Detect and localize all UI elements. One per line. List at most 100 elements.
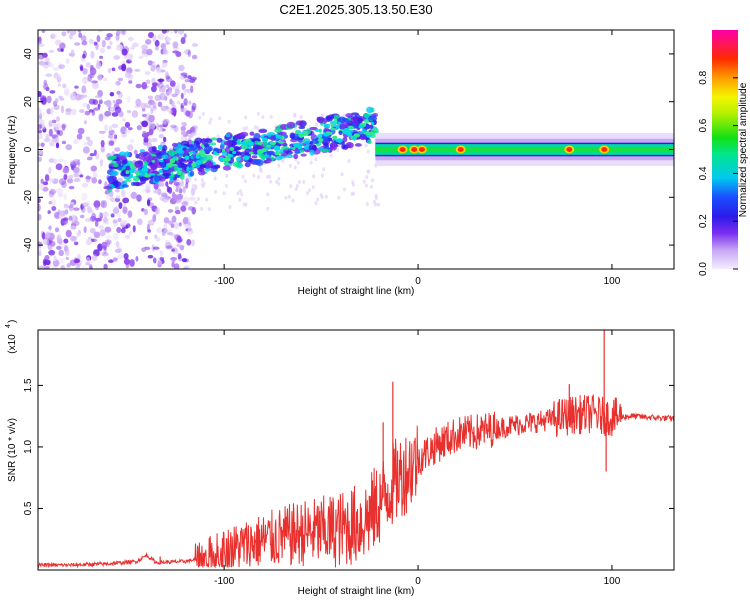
noise-speckle [198,115,202,120]
trace-blob [158,169,163,174]
noise-speckle [347,158,351,163]
noise-speckle [362,179,366,184]
noise-speckle [82,68,88,75]
noise-speckle [261,115,265,120]
noise-speckle [182,196,190,205]
noise-speckle [87,207,93,214]
noise-speckle [97,243,103,252]
noise-speckle [145,79,151,84]
noise-speckle [191,102,197,111]
noise-speckle [351,182,355,187]
noise-speckle [80,205,86,214]
noise-speckle [76,133,83,140]
noise-speckle [200,177,204,182]
noise-speckle [81,40,88,46]
noise-speckle [136,194,142,202]
noise-speckle [121,219,128,225]
noise-speckle [158,128,163,133]
noise-speckle [47,61,52,68]
noise-speckle [266,206,270,211]
trace-blob [119,155,127,161]
noise-speckle [180,205,187,212]
noise-speckle [152,246,160,250]
noise-speckle [364,183,368,188]
noise-speckle [95,206,99,211]
noise-speckle [173,263,180,269]
noise-speckle [320,113,324,118]
trace-blob [330,142,337,147]
noise-speckle [52,67,59,72]
noise-speckle [100,145,105,153]
noise-speckle [123,258,131,265]
noise-speckle [207,207,211,212]
noise-speckle [163,223,168,231]
trace-blob [193,140,200,146]
noise-speckle [68,215,73,221]
noise-speckle [135,83,142,89]
noise-speckle [190,188,196,196]
noise-speckle [164,96,168,101]
trace-blob [369,116,378,121]
noise-speckle [243,179,247,184]
noise-speckle [174,206,179,211]
trace-blob [369,124,374,129]
trace-blob [176,170,182,176]
noise-speckle [128,53,132,62]
noise-speckle [99,212,103,217]
snr-x-tick-label: 0 [415,576,421,587]
noise-speckle [122,197,130,204]
noise-speckle [225,173,229,178]
trace-blob [260,155,266,160]
trace-blob [125,170,130,175]
trace-blob [329,127,337,131]
trace-blob [138,156,147,160]
noise-speckle [194,200,198,205]
noise-speckle [54,227,60,233]
noise-speckle [208,120,212,125]
noise-speckle [113,134,118,140]
trace-blob [133,181,141,187]
noise-speckle [127,36,134,42]
colorbar-label: Normalized spectral amplitude [738,82,749,217]
noise-speckle [166,245,173,249]
noise-speckle [38,124,42,131]
noise-speckle [305,191,309,196]
trace-blob [168,168,175,172]
trace-blob [169,158,176,164]
noise-speckle [374,193,378,198]
band-peak [601,146,608,153]
trace-blob [203,146,212,153]
noise-speckle [61,31,67,37]
noise-speckle [50,34,55,40]
noise-speckle [69,159,75,165]
noise-speckle [73,177,81,183]
noise-speckle [185,176,192,184]
noise-speckle [38,156,43,162]
noise-speckle [45,231,51,239]
noise-speckle [39,95,47,102]
noise-speckle [72,166,80,174]
trace-blob [223,140,233,146]
noise-speckle [183,98,188,106]
noise-speckle [156,227,163,234]
trace-blob [342,129,348,135]
trace-blob [368,131,376,136]
noise-speckle [147,60,153,66]
noise-speckle [51,198,57,206]
noise-speckle [252,173,256,178]
noise-speckle [115,33,120,41]
noise-speckle [40,96,47,105]
trace-blob [160,160,166,167]
noise-speckle [141,208,145,212]
trace-blob [151,159,155,163]
noise-speckle [38,90,42,97]
noise-speckle [170,233,176,237]
noise-speckle [299,115,303,120]
noise-speckle [98,179,102,185]
noise-speckle [63,203,69,209]
trace-blob [208,142,217,146]
noise-speckle [109,41,113,46]
noise-speckle [293,165,297,170]
noise-speckle [127,127,133,131]
noise-speckle [129,139,135,143]
